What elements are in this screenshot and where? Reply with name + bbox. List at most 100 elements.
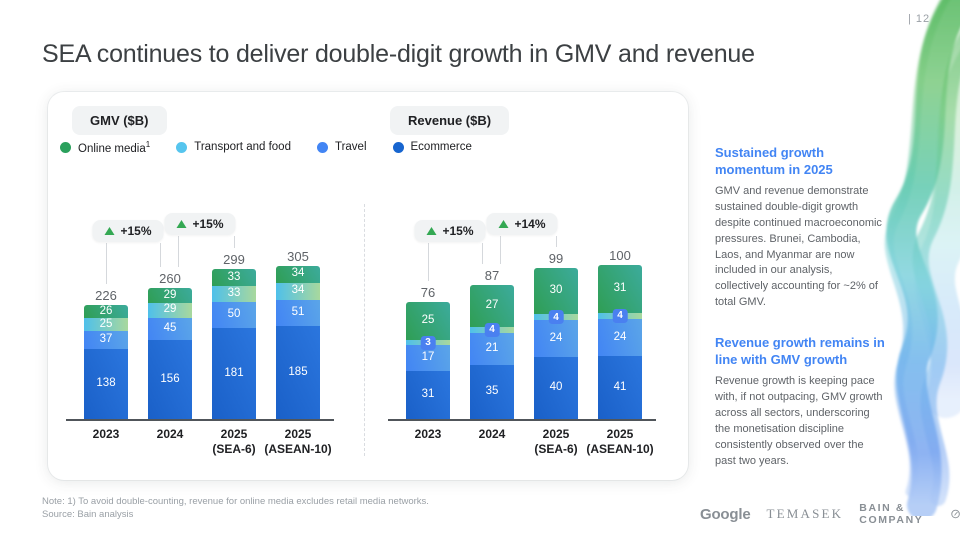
legend-dot-icon bbox=[392, 141, 404, 153]
source-line: Source: Bain analysis bbox=[42, 509, 134, 521]
segment-transport-and-food: 25 bbox=[84, 318, 128, 331]
segment-ecommerce: 185 bbox=[276, 325, 320, 419]
triangle-up-icon bbox=[104, 227, 115, 235]
partner-logos: Google TEMASEK BAIN & COMPANY bbox=[700, 502, 960, 526]
legend-dot-icon bbox=[316, 141, 328, 153]
bar-2024: 27 4 21 35 bbox=[470, 285, 514, 419]
segment-travel: 50 bbox=[212, 302, 256, 328]
x-axis-label: 2024 bbox=[478, 427, 506, 441]
badge-connector-line bbox=[428, 243, 429, 281]
segment-transport-and-food: 34 bbox=[276, 282, 320, 300]
segment-travel: 24 bbox=[534, 320, 578, 358]
badge-connector-line bbox=[178, 236, 179, 268]
insight-block: Revenue growth remains in line with GMV … bbox=[715, 335, 887, 469]
legend-item-online-media: Online media1 bbox=[60, 140, 150, 155]
revenue-chart-header: Revenue ($B) bbox=[390, 106, 510, 135]
bain-logo: BAIN & COMPANY bbox=[859, 502, 960, 526]
segment-value-pill: 4 bbox=[548, 310, 564, 325]
segment-ecommerce: 138 bbox=[84, 349, 128, 419]
legend-dot-icon bbox=[176, 141, 188, 153]
decorative-swirl-image bbox=[884, 0, 960, 516]
bar-total-label: 260 bbox=[159, 271, 181, 287]
x-axis-label: 2025 (ASEAN-10) bbox=[586, 427, 654, 456]
triangle-up-icon bbox=[426, 227, 437, 235]
badge-connector-line bbox=[234, 236, 235, 249]
chart-card: GMV ($B) Revenue ($B) Online media1 Trans… bbox=[48, 92, 688, 480]
legend-label: Travel bbox=[334, 141, 367, 154]
segment-online-media: 34 bbox=[276, 265, 320, 283]
bain-logo-text: BAIN & COMPANY bbox=[859, 502, 924, 526]
x-axis-label: 2025 (SEA-6) bbox=[534, 427, 578, 456]
bar-2023: 26 25 37 138 bbox=[84, 304, 128, 419]
legend-item-transport-and-food: Transport and food bbox=[176, 141, 291, 153]
bar-2024: 29 29 45 156 bbox=[148, 288, 192, 419]
bar-total-label: 87 bbox=[484, 268, 500, 284]
growth-badge-label: +15% bbox=[442, 224, 474, 238]
growth-badge-label: +15% bbox=[192, 217, 224, 231]
segment-online-media: 29 bbox=[148, 288, 192, 303]
bar-total-label: 76 bbox=[420, 284, 436, 300]
bar-total-label: 100 bbox=[609, 248, 631, 263]
segment-travel: 17 bbox=[406, 345, 450, 372]
badge-connector-line bbox=[556, 236, 557, 248]
segment-online-media: 27 bbox=[470, 285, 514, 327]
x-axis-label: 2025 (SEA-6) bbox=[212, 427, 256, 456]
badge-connector-line bbox=[160, 243, 161, 268]
x-axis-label: 2024 bbox=[156, 427, 184, 441]
legend-label: Ecommerce bbox=[410, 141, 472, 154]
gmv-chart: +15% +15% 26 25 37 138 226 2023 29 29 45 156 260 2024… bbox=[64, 210, 366, 462]
page-title: SEA continues to deliver double-digit gr… bbox=[42, 40, 755, 68]
x-axis-label: 2023 bbox=[414, 427, 442, 441]
segment-travel: 45 bbox=[148, 317, 192, 341]
insight-block: Sustained growth momentum in 2025 GMV an… bbox=[715, 145, 887, 311]
segment-value-pill: 4 bbox=[484, 322, 500, 337]
growth-badge: +15% bbox=[92, 220, 164, 242]
bar-total-label: 299 bbox=[223, 252, 245, 268]
segment-ecommerce: 31 bbox=[406, 371, 450, 419]
triangle-up-icon bbox=[176, 220, 187, 228]
segment-ecommerce: 35 bbox=[470, 365, 514, 419]
bar-total-label: 99 bbox=[548, 251, 564, 267]
bar-2025-asean-10-: 34 34 51 185 bbox=[276, 265, 320, 419]
triangle-up-icon bbox=[498, 220, 509, 228]
badge-connector-line bbox=[500, 236, 501, 265]
segment-ecommerce: 181 bbox=[212, 327, 256, 419]
x-axis-line bbox=[66, 419, 334, 421]
segment-ecommerce: 156 bbox=[148, 340, 192, 419]
segment-ecommerce: 41 bbox=[598, 355, 642, 419]
chart-divider bbox=[364, 204, 365, 456]
segment-travel: 21 bbox=[470, 332, 514, 366]
chart-legend: Online media1 Transport and food Travel Eco… bbox=[60, 140, 472, 155]
bar-2025-sea-6-: 33 33 50 181 bbox=[212, 269, 256, 419]
legend-item-ecommerce: Ecommerce bbox=[392, 141, 472, 154]
growth-badge: +14% bbox=[486, 213, 558, 235]
bar-2025-sea-6-: 30 4 24 40 bbox=[534, 268, 578, 419]
x-axis-label: 2023 bbox=[92, 427, 120, 441]
segment-online-media: 25 bbox=[406, 301, 450, 341]
insights-sidebar: Sustained growth momentum in 2025 GMV an… bbox=[715, 145, 887, 470]
segment-online-media: 30 bbox=[534, 268, 578, 315]
badge-connector-line bbox=[106, 243, 107, 284]
legend-item-travel: Travel bbox=[316, 141, 367, 154]
segment-travel: 24 bbox=[598, 318, 642, 356]
segment-transport-and-food: 4 bbox=[534, 310, 578, 325]
revenue-chart: +15% +14% 25 3 17 31 76 2023 27 4 21 35 87 2024 30 4 24 4… bbox=[386, 210, 688, 462]
bar-total-label: 226 bbox=[95, 287, 117, 303]
segment-transport-and-food: 33 bbox=[212, 285, 256, 303]
insight-heading: Revenue growth remains in line with GMV … bbox=[715, 335, 885, 368]
legend-dot-icon bbox=[60, 141, 71, 153]
footnote: Note: 1) To avoid double-counting, reven… bbox=[42, 495, 429, 522]
bain-compass-icon bbox=[951, 509, 960, 519]
footnote-line: Note: 1) To avoid double-counting, reven… bbox=[42, 496, 429, 507]
segment-travel: 37 bbox=[84, 330, 128, 350]
growth-badge-label: +14% bbox=[514, 217, 546, 231]
segment-value-pill: 4 bbox=[612, 308, 628, 323]
segment-online-media: 33 bbox=[212, 269, 256, 286]
x-axis-label: 2025 (ASEAN-10) bbox=[264, 427, 332, 456]
growth-badge: +15% bbox=[414, 220, 486, 242]
bar-total-label: 305 bbox=[287, 248, 309, 264]
growth-badge-label: +15% bbox=[120, 224, 152, 238]
insight-body: Revenue growth is keeping pace with, if … bbox=[715, 375, 883, 467]
google-logo: Google bbox=[700, 505, 751, 523]
badge-connector-line bbox=[482, 243, 483, 265]
